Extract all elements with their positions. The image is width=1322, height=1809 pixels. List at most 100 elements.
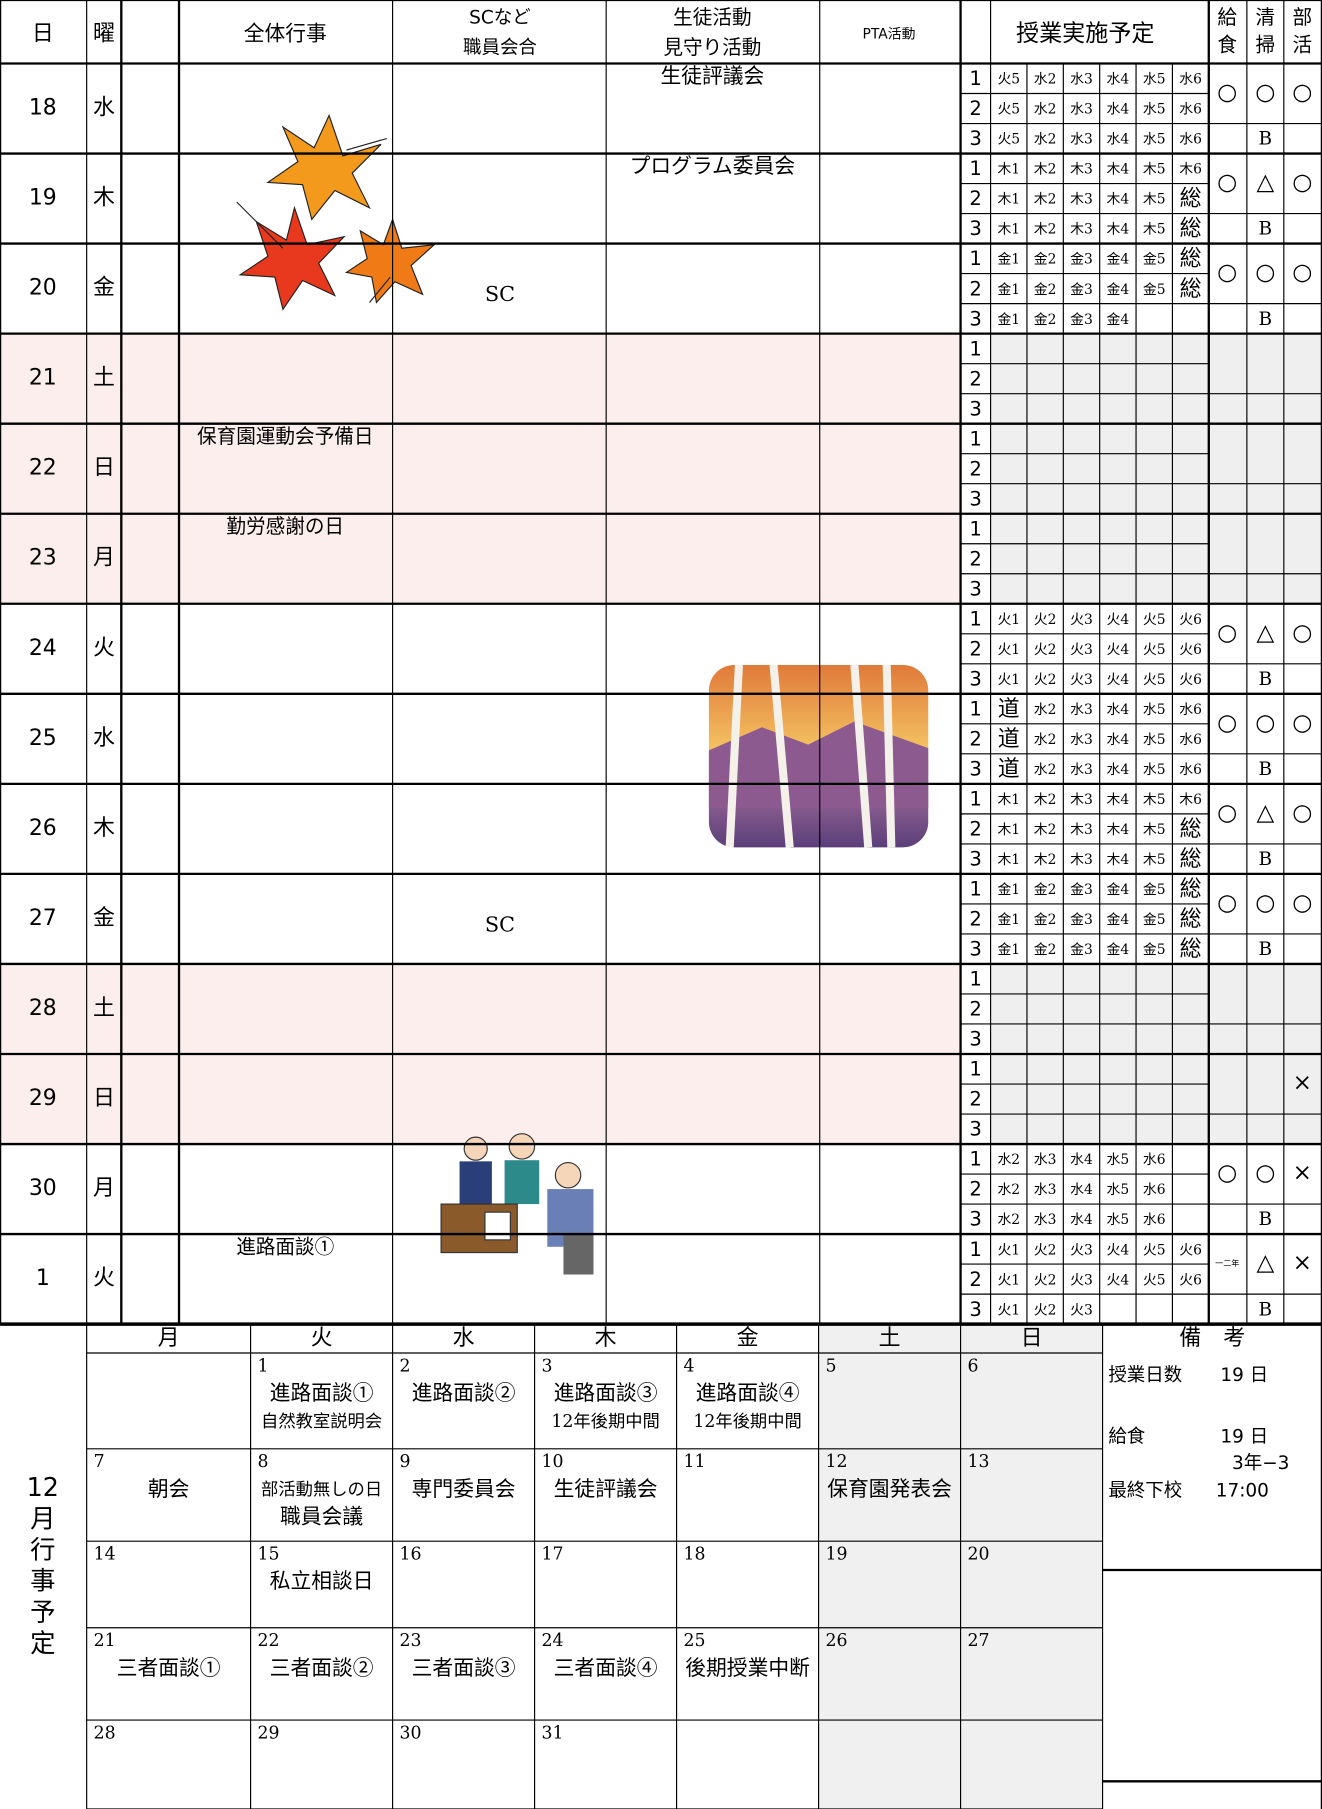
header-events: 全体行事 [244, 22, 327, 46]
calendar-date: 4 [684, 1356, 695, 1376]
note: B [1259, 759, 1273, 780]
period-cell: 金1 [997, 942, 1020, 958]
period-cell: 火4 [1107, 1242, 1130, 1258]
period-cell: 木4 [1107, 792, 1130, 808]
period-label: 2 [969, 908, 981, 931]
day: 23 [29, 546, 57, 571]
event: 勤労感謝の日 [226, 515, 344, 538]
period-cell: 木1 [997, 792, 1020, 808]
period-cell: 木2 [1034, 222, 1057, 238]
calendar-date: 17 [542, 1545, 564, 1565]
weekday: 日 [93, 456, 115, 481]
period-cell: 火3 [1070, 642, 1093, 658]
calendar-event: 私立相談日 [270, 1569, 374, 1593]
period-cell: 火3 [1070, 672, 1093, 688]
calendar-title: 予 [30, 1597, 55, 1627]
calendar-event: 朝会 [148, 1477, 190, 1501]
calendar-event: 進路面談② [412, 1381, 516, 1405]
mark-clean: ○ [1255, 260, 1275, 286]
header-club: 部 [1292, 6, 1312, 29]
period-cell: 火2 [1034, 1302, 1057, 1318]
period-cell: 木3 [1070, 192, 1093, 208]
day: 21 [29, 366, 57, 391]
period-cell: 水6 [1179, 102, 1202, 118]
period-label: 1 [969, 67, 981, 90]
cell-fill [990, 1053, 1322, 1145]
weekday: 木 [93, 186, 115, 211]
mark-clean: △ [1256, 800, 1274, 826]
period-label: 2 [969, 457, 981, 480]
mark-lunch: ○ [1217, 800, 1237, 826]
calendar-date: 7 [94, 1452, 105, 1472]
mark-club: ○ [1292, 620, 1312, 646]
event: 保育園運動会予備日 [197, 425, 373, 448]
period-label: 3 [969, 848, 981, 871]
period-cell: 木1 [997, 222, 1020, 238]
period-cell: 金2 [1034, 942, 1057, 958]
period-cell: 木5 [1143, 852, 1166, 868]
calendar-date: 29 [258, 1723, 280, 1743]
header-clean: 清 [1256, 6, 1276, 29]
period-cell: 水5 [1143, 132, 1166, 148]
period-label: 1 [969, 247, 981, 270]
period-cell: 木1 [997, 192, 1020, 208]
day: 24 [29, 636, 57, 661]
period-cell: 火1 [997, 1272, 1020, 1288]
period-cell: 火2 [1034, 1272, 1057, 1288]
period-cell: 金4 [1107, 282, 1130, 298]
calendar-weekday: 水 [453, 1326, 475, 1351]
period-cell: 水4 [1107, 132, 1130, 148]
period-cell: 水5 [1107, 1182, 1130, 1198]
period-label: 2 [969, 1178, 981, 1201]
day: 1 [36, 1266, 50, 1291]
note: B [1259, 219, 1273, 240]
notes-value: 19 日 [1220, 1426, 1268, 1447]
period-cell: 水4 [1107, 702, 1130, 718]
period-cell: 金1 [997, 882, 1020, 898]
period-label: 3 [969, 758, 981, 781]
notes-value: 19 日 [1220, 1365, 1268, 1386]
mark-club: ○ [1292, 800, 1312, 826]
calendar-event: 部活動無しの日 [261, 1480, 382, 1500]
period-cell: 火1 [997, 612, 1020, 628]
mark-clean: ○ [1255, 1160, 1275, 1186]
period-cell: 道 [998, 757, 1020, 782]
period-cell: 水4 [1107, 762, 1130, 778]
period-label: 2 [969, 998, 981, 1021]
period-cell: 金2 [1034, 252, 1057, 268]
calendar-date: 12 [826, 1452, 848, 1472]
period-cell: 総 [1180, 937, 1202, 962]
period-cell: 火6 [1179, 1242, 1202, 1258]
period-cell: 水3 [1070, 762, 1093, 778]
period-cell: 水3 [1070, 132, 1093, 148]
day: 29 [29, 1086, 57, 1111]
period-cell: 金3 [1070, 252, 1093, 268]
note: B [1259, 939, 1273, 960]
notes-value: 3年−3 [1232, 1453, 1289, 1474]
cell-fill [0, 333, 961, 424]
notes-label: 授業日数 [1108, 1365, 1182, 1386]
period-label: 1 [969, 607, 981, 630]
period-cell: 水2 [997, 1182, 1020, 1198]
day: 25 [29, 726, 57, 751]
day: 30 [29, 1176, 57, 1201]
period-cell: 金4 [1107, 312, 1130, 328]
cell-fill [990, 513, 1322, 604]
mark-lunch: ○ [1217, 170, 1237, 196]
period-cell: 金2 [1034, 882, 1057, 898]
cell-fill [990, 963, 1322, 1054]
period-cell: 金1 [997, 912, 1020, 928]
day: 26 [29, 816, 57, 841]
calendar-event: 三者面談④ [554, 1656, 658, 1680]
calendar-date: 10 [542, 1452, 564, 1472]
calendar-date: 2 [400, 1356, 411, 1376]
calendar-weekday: 日 [1021, 1326, 1043, 1351]
mark-club: ○ [1292, 80, 1312, 106]
period-cell: 木4 [1107, 852, 1130, 868]
calendar-title: 月 [30, 1503, 55, 1533]
mark-club: ○ [1292, 260, 1312, 286]
period-cell: 水6 [1179, 732, 1202, 748]
period-label: 2 [969, 818, 981, 841]
period-label: 3 [969, 217, 981, 240]
period-cell: 火2 [1034, 1242, 1057, 1258]
